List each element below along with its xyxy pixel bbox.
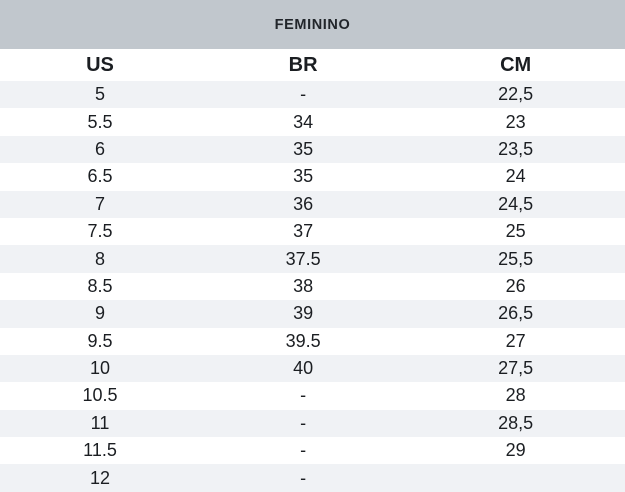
table-cell-cm: 22,5 — [498, 84, 534, 105]
table-cell-br: 40 — [293, 358, 314, 379]
table-row: 12 - — [0, 464, 625, 492]
table-cell-us: 6 — [94, 138, 105, 159]
table-cell-cm: 24 — [505, 166, 526, 187]
table-title-band: FEMININO — [0, 0, 625, 49]
table-row: 11 - 28,5 — [0, 409, 625, 438]
table-cell-br: 36 — [293, 193, 314, 214]
header-row: US BR CM — [0, 49, 625, 81]
table-cell-cm: 24,5 — [498, 193, 534, 214]
table-row: 6.5 35 24 — [0, 163, 625, 191]
table-cell-us: 8 — [94, 248, 105, 269]
table-cell-us: 5.5 — [87, 111, 113, 132]
table-cell-us: 6.5 — [87, 166, 113, 187]
table-cell-cm — [406, 464, 625, 491]
table-row: 9.5 39.5 27 — [0, 327, 625, 355]
col-header-br: BR — [200, 49, 407, 81]
col-header-cm: CM — [406, 49, 625, 81]
table-cell-br: 39 — [293, 303, 314, 324]
table-cell-cm: 27,5 — [498, 358, 534, 379]
table-cell-br: 35 — [293, 138, 314, 159]
table-cell-br: - — [300, 84, 307, 105]
table-cell-br: - — [300, 440, 307, 461]
table-cell-us: 10 — [89, 358, 111, 379]
table-cell-br: - — [300, 412, 307, 433]
table-cell-br: 35 — [293, 166, 314, 187]
table-cell-cm: 25,5 — [498, 248, 534, 269]
table-cell-cm: 27 — [505, 330, 526, 351]
table-cell-cm: 26 — [505, 275, 526, 296]
table-cell-us: 7.5 — [87, 221, 113, 242]
table-cell-cm: 29 — [505, 440, 526, 461]
table-cell-us: 7 — [94, 193, 105, 214]
table-body: 5 - 22,5 5.5 34 23 6 35 23,5 6.5 35 24 7 36 24,5 7.5 37 2… — [0, 81, 625, 492]
table-row: 10.5 - 28 — [0, 382, 625, 410]
table-cell-br: 37.5 — [285, 248, 321, 269]
table-cell-br: 38 — [293, 275, 314, 296]
table-row: 7.5 37 25 — [0, 217, 625, 246]
table-cell-us: 8.5 — [87, 275, 113, 296]
table-cell-us: 11.5 — [83, 440, 117, 461]
table-cell-us: 11 — [90, 412, 110, 433]
table-cell-us: 9.5 — [87, 330, 113, 351]
col-header-us: US — [0, 49, 200, 81]
table-row: 6 35 23,5 — [0, 135, 625, 164]
table-row: 8.5 38 26 — [0, 272, 625, 301]
table-title: FEMININO — [274, 16, 351, 33]
table-cell-br: - — [300, 385, 307, 406]
table-row: 8 37.5 25,5 — [0, 245, 625, 273]
table-cell-cm: 23,5 — [498, 138, 534, 159]
table-cell-cm: 26,5 — [498, 303, 534, 324]
table-cell-cm: 23 — [505, 111, 526, 132]
table-cell-cm: 28,5 — [498, 412, 534, 433]
table-row: 5 - 22,5 — [0, 81, 625, 109]
table-row: 10 40 27,5 — [0, 354, 625, 383]
table-cell-br: - — [300, 467, 307, 488]
table-row: 11.5 - 29 — [0, 437, 625, 465]
size-conversion-table: US BR CM 5 - 22,5 5.5 34 23 6 35 23,5 6.5 35 24 7 36 2… — [0, 49, 625, 492]
table-cell-us: 5 — [94, 84, 105, 105]
table-row: 5.5 34 23 — [0, 108, 625, 136]
table-cell-br: 34 — [293, 111, 314, 132]
table-row: 7 36 24,5 — [0, 190, 625, 218]
table-cell-us: 9 — [94, 303, 105, 324]
table-row: 9 39 26,5 — [0, 300, 625, 328]
table-cell-cm: 25 — [505, 221, 526, 242]
table-cell-br: 39.5 — [285, 330, 321, 351]
table-cell-cm: 28 — [505, 385, 526, 406]
table-cell-us: 10.5 — [82, 385, 118, 406]
table-cell-us: 12 — [89, 467, 111, 488]
table-cell-br: 37 — [293, 221, 314, 242]
